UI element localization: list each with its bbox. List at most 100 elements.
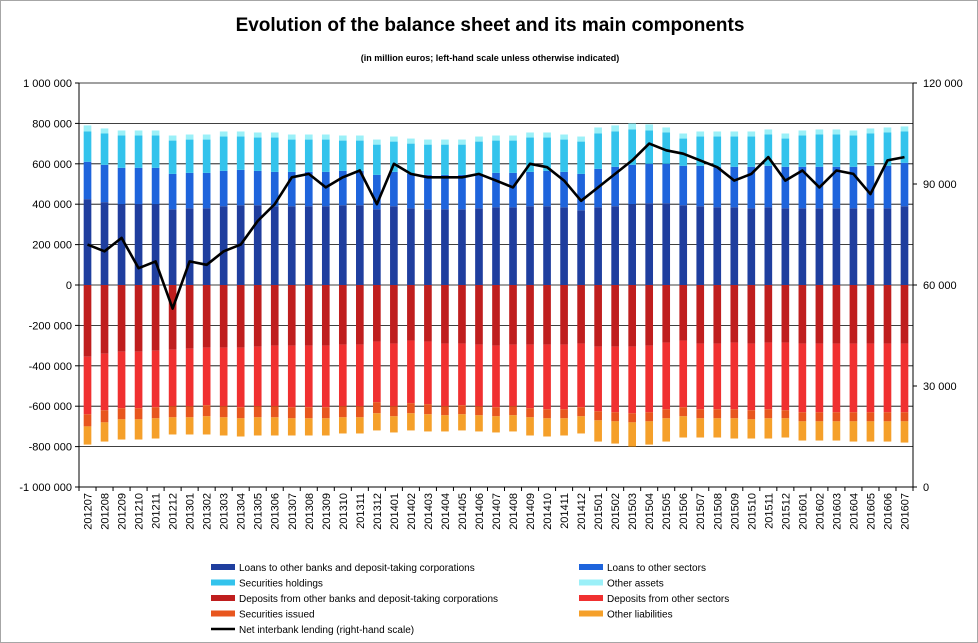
bar-segment xyxy=(526,206,534,285)
bar-segment xyxy=(781,166,790,209)
bar-segment xyxy=(849,412,858,422)
bar-segment xyxy=(781,410,790,419)
bar-segment xyxy=(560,171,568,208)
bar-segment xyxy=(373,341,381,403)
bar-segment xyxy=(441,415,449,432)
bar-segment xyxy=(338,417,347,434)
x-axis-tick-label: 201312 xyxy=(372,493,384,530)
bar-segment xyxy=(424,144,432,175)
bar-segment xyxy=(560,418,568,436)
bar-segment xyxy=(407,173,415,209)
bar-segment xyxy=(356,170,364,206)
bar-series xyxy=(83,123,909,447)
x-axis-tick-label: 201602 xyxy=(814,493,826,530)
bar-segment xyxy=(304,418,313,436)
bar-segment xyxy=(645,421,654,445)
bar-segment xyxy=(832,343,841,413)
bar-segment xyxy=(304,285,313,346)
x-axis-tick-label: 201511 xyxy=(763,493,775,529)
bar-segment xyxy=(236,418,245,437)
bar-segment xyxy=(577,210,585,285)
bar-segment xyxy=(338,170,347,206)
bar-segment xyxy=(287,134,296,140)
bar-segment xyxy=(458,285,466,344)
legend-color-key xyxy=(211,595,235,601)
bar-segment xyxy=(185,348,194,407)
bar-segment xyxy=(304,134,313,140)
x-axis-tick-label: 201508 xyxy=(712,493,724,530)
bar-segment xyxy=(475,344,483,407)
legend-color-key xyxy=(211,564,235,570)
bar-segment xyxy=(83,426,92,445)
bar-segment xyxy=(475,141,483,174)
bar-segment xyxy=(441,285,449,344)
x-axis-tick-label: 201403 xyxy=(423,493,435,530)
bar-segment xyxy=(117,351,126,409)
bar-segment xyxy=(747,166,756,209)
bar-segment xyxy=(253,205,262,285)
bar-segment xyxy=(458,405,466,415)
left-axis-tick-label: 200 000 xyxy=(32,240,72,252)
bar-segment xyxy=(849,285,858,344)
bar-segment xyxy=(696,165,705,207)
legend-label: Securities holdings xyxy=(239,579,323,590)
bar-segment xyxy=(730,342,739,410)
x-axis-tick-label: 201401 xyxy=(389,493,401,530)
bar-segment xyxy=(662,285,671,343)
bar-segment xyxy=(696,131,705,137)
bar-segment xyxy=(696,409,705,419)
legend-label: Other liabilities xyxy=(607,610,673,621)
bar-segment xyxy=(611,166,619,207)
bar-segment xyxy=(100,133,109,165)
bar-segment xyxy=(798,135,807,167)
bar-segment xyxy=(202,172,211,209)
bar-segment xyxy=(866,285,875,344)
bar-segment xyxy=(577,141,585,174)
bar-segment xyxy=(321,139,330,172)
bar-segment xyxy=(492,345,500,408)
bar-segment xyxy=(611,125,619,132)
x-axis-tick-label: 201606 xyxy=(882,493,894,530)
bar-segment xyxy=(253,132,262,138)
bar-segment xyxy=(321,345,330,408)
bar-segment xyxy=(815,343,824,413)
bar-segment xyxy=(815,208,824,285)
bar-segment xyxy=(219,347,228,407)
bar-segment xyxy=(713,418,722,438)
bar-segment xyxy=(407,285,415,341)
bar-segment xyxy=(594,133,602,169)
bar-segment xyxy=(645,130,654,164)
bar-segment xyxy=(577,285,585,344)
x-axis-tick-label: 201503 xyxy=(627,493,639,530)
bar-segment xyxy=(713,343,722,410)
bar-segment xyxy=(781,285,790,343)
bar-segment xyxy=(713,409,722,419)
bar-segment xyxy=(764,165,773,208)
bar-segment xyxy=(628,285,636,347)
bar-segment xyxy=(730,136,739,167)
bar-segment xyxy=(253,170,262,206)
bar-segment xyxy=(424,174,432,210)
bar-segment xyxy=(747,343,756,411)
bar-segment xyxy=(866,128,875,134)
bar-segment xyxy=(628,164,636,205)
x-axis-tick-label: 201406 xyxy=(474,493,486,530)
bar-segment xyxy=(679,205,688,285)
bar-segment xyxy=(509,415,517,432)
bar-segment xyxy=(730,409,739,419)
bar-segment xyxy=(151,407,160,419)
bar-segment xyxy=(883,285,892,344)
bar-segment xyxy=(475,136,483,142)
bar-segment xyxy=(577,407,585,417)
left-axis-tick-label: -1 000 000 xyxy=(19,482,72,494)
bar-segment xyxy=(866,343,875,413)
bar-segment xyxy=(798,166,807,209)
bar-segment xyxy=(373,413,381,431)
bar-segment xyxy=(253,417,262,436)
x-axis-tick-label: 201302 xyxy=(202,493,214,530)
x-axis-tick-label: 201407 xyxy=(491,493,503,530)
bar-segment xyxy=(611,131,619,167)
bar-segment xyxy=(543,409,551,419)
legend-color-key xyxy=(579,579,603,586)
bar-segment xyxy=(543,418,551,437)
